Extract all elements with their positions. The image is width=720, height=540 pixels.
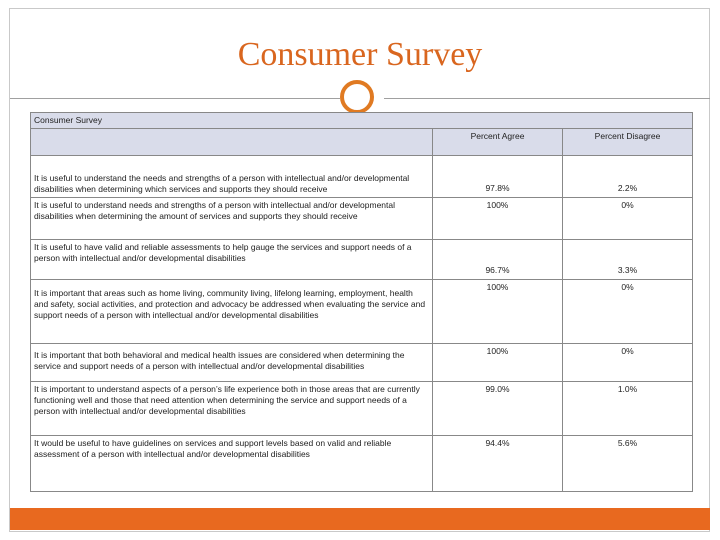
table-row: It is important that areas such as home …	[30, 279, 694, 344]
table-row: It is important to understand aspects of…	[30, 381, 694, 436]
disagree-cell: 2.2%	[561, 155, 694, 198]
agree-cell: 100%	[432, 343, 563, 382]
table-caption-row: Consumer Survey	[29, 112, 694, 129]
table-row: It is useful to understand needs and str…	[30, 197, 694, 240]
statement-cell: It is important that areas such as home …	[30, 279, 433, 344]
table-caption: Consumer Survey	[29, 112, 694, 129]
agree-cell: 94.4%	[432, 435, 563, 492]
header-statement	[30, 128, 433, 156]
disagree-cell: 1.0%	[561, 381, 694, 436]
table-row: It is important that both behavioral and…	[30, 343, 694, 382]
table-header-row: Percent Agree Percent Disagree	[30, 128, 694, 156]
statement-cell: It is important that both behavioral and…	[30, 343, 433, 382]
survey-table: Consumer Survey Percent Agree Percent Di…	[29, 112, 694, 492]
statement-cell: It is useful to understand the needs and…	[30, 155, 433, 198]
agree-cell: 99.0%	[432, 381, 563, 436]
agree-cell: 100%	[432, 197, 563, 240]
agree-cell: 100%	[432, 279, 563, 344]
title-divider-right	[384, 98, 710, 99]
title-ring-ornament	[340, 80, 374, 114]
statement-cell: It is useful to understand needs and str…	[30, 197, 433, 240]
statement-cell: It is useful to have valid and reliable …	[30, 239, 433, 280]
table-row: It would be useful to have guidelines on…	[30, 435, 694, 492]
title-divider-left	[10, 98, 340, 99]
disagree-cell: 0%	[561, 343, 694, 382]
statement-cell: It would be useful to have guidelines on…	[30, 435, 433, 492]
table-row: It is useful to have valid and reliable …	[30, 239, 694, 280]
disagree-cell: 0%	[561, 279, 694, 344]
disagree-cell: 0%	[561, 197, 694, 240]
agree-cell: 97.8%	[432, 155, 563, 198]
slide-frame	[9, 8, 710, 532]
header-percent-agree: Percent Agree	[432, 128, 563, 156]
table-row: It is useful to understand the needs and…	[30, 155, 694, 198]
header-percent-disagree: Percent Disagree	[561, 128, 694, 156]
agree-cell: 96.7%	[432, 239, 563, 280]
slide-title: Consumer Survey	[237, 36, 483, 73]
disagree-cell: 5.6%	[561, 435, 694, 492]
disagree-cell: 3.3%	[561, 239, 694, 280]
statement-cell: It is important to understand aspects of…	[30, 381, 433, 436]
footer-accent-bar	[10, 508, 710, 530]
